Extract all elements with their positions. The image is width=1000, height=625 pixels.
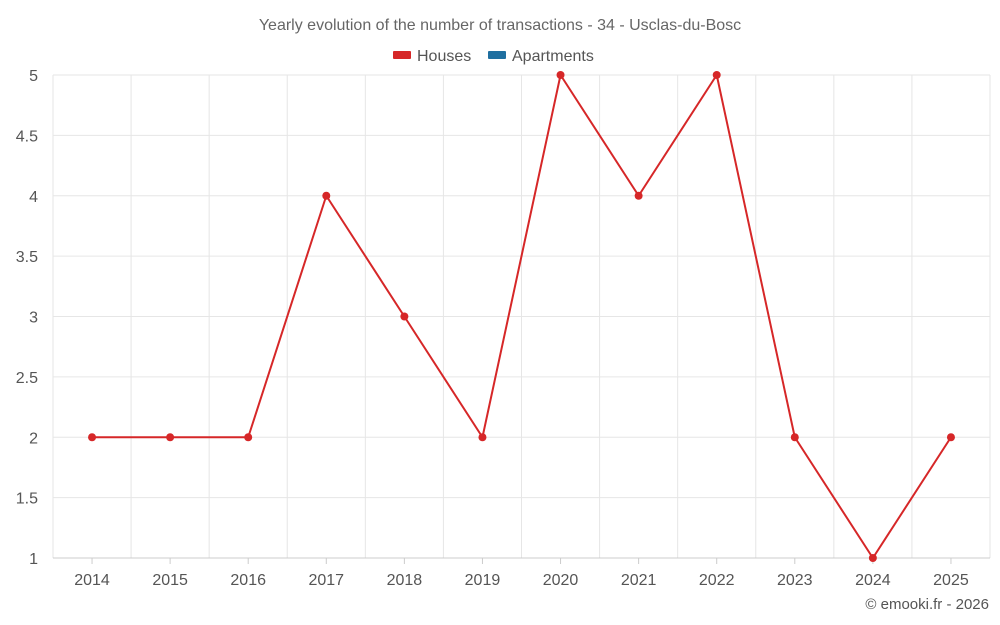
legend-label-apartments: Apartments — [512, 48, 594, 65]
chart-title: Yearly evolution of the number of transa… — [259, 17, 741, 34]
data-point-houses[interactable] — [868, 554, 877, 562]
data-point-houses[interactable] — [244, 433, 253, 442]
x-tick-label: 2014 — [74, 572, 110, 589]
x-tick-label: 2015 — [152, 572, 188, 589]
y-tick-label: 4 — [29, 189, 38, 206]
x-tick-label: 2018 — [387, 572, 423, 589]
y-tick-label: 1 — [29, 551, 38, 568]
data-point-houses[interactable] — [166, 433, 175, 442]
legend-swatch-houses — [393, 51, 411, 59]
x-tick-label: 2025 — [933, 572, 969, 589]
data-point-houses[interactable] — [478, 433, 487, 442]
x-tick-label: 2023 — [777, 572, 813, 589]
data-point-houses[interactable] — [946, 433, 955, 442]
y-tick-label: 3 — [29, 310, 38, 327]
data-point-houses[interactable] — [400, 312, 409, 321]
legend-swatch-apartments — [488, 51, 506, 59]
legend-item-apartments[interactable]: Apartments — [488, 48, 594, 65]
axes: 1 1.5 2 2.5 3 3.5 4 4.5 5 2014 2015 2016 2017 2018 201… — [16, 68, 990, 589]
legend: Houses Apartments — [393, 48, 594, 65]
credit-text: © emooki.fr - 2026 — [865, 596, 989, 613]
x-tick-label: 2020 — [543, 572, 579, 589]
y-tick-label: 4.5 — [16, 128, 38, 145]
legend-item-houses[interactable]: Houses — [393, 48, 471, 65]
x-tick-label: 2017 — [308, 572, 344, 589]
y-tick-label: 2 — [29, 430, 38, 447]
series — [88, 71, 955, 562]
x-tick-label: 2024 — [855, 572, 891, 589]
x-tick-label: 2019 — [465, 572, 501, 589]
data-point-houses[interactable] — [556, 71, 565, 79]
x-tick-label: 2022 — [699, 572, 735, 589]
data-point-houses[interactable] — [322, 191, 331, 200]
data-point-houses[interactable] — [88, 433, 97, 442]
y-tick-label: 3.5 — [16, 249, 38, 266]
y-tick-label: 5 — [29, 68, 38, 85]
grid — [52, 74, 991, 559]
x-tick-label: 2021 — [621, 572, 657, 589]
series-line-houses — [92, 74, 952, 559]
y-tick-label: 2.5 — [16, 370, 38, 387]
data-point-houses[interactable] — [790, 433, 799, 442]
data-point-houses[interactable] — [712, 71, 721, 79]
y-tick-label: 1.5 — [16, 491, 38, 508]
x-tick-label: 2016 — [230, 572, 266, 589]
legend-label-houses: Houses — [417, 48, 471, 65]
data-point-houses[interactable] — [634, 191, 643, 200]
